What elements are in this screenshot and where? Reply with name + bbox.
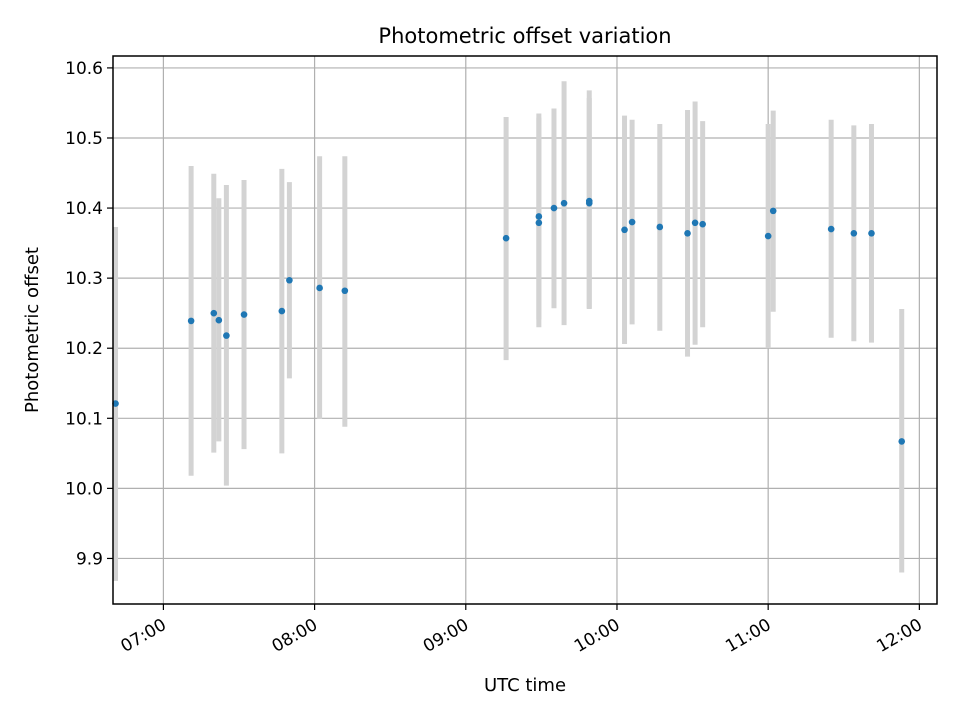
data-point xyxy=(535,213,543,220)
data-point xyxy=(868,229,875,237)
data-point xyxy=(691,219,699,227)
data-point xyxy=(850,229,858,237)
plot-frame xyxy=(112,55,938,605)
data-point xyxy=(656,223,664,231)
data-point xyxy=(286,276,293,284)
y-tick-label: 9.9 xyxy=(76,549,103,569)
chart-title: Photometric offset variation xyxy=(378,24,671,48)
data-point xyxy=(535,219,543,227)
data-point xyxy=(769,207,777,215)
data-point xyxy=(827,225,835,233)
y-tick-label: 10.5 xyxy=(65,129,103,149)
data-point xyxy=(699,220,706,228)
x-axis-label: UTC time xyxy=(484,675,566,696)
data-point xyxy=(187,317,195,325)
y-tick-label: 10.1 xyxy=(65,409,103,429)
data-point xyxy=(621,226,628,234)
data-point xyxy=(628,218,636,226)
data-point xyxy=(316,284,323,292)
data-point xyxy=(210,309,218,317)
data-point xyxy=(223,332,230,339)
y-tick-label: 10.0 xyxy=(65,479,103,499)
data-point xyxy=(278,307,286,315)
data-point xyxy=(684,229,691,237)
data-point xyxy=(240,311,248,318)
y-axis-label: Photometric offset xyxy=(22,247,43,413)
data-point xyxy=(764,232,772,240)
y-tick-label: 10.2 xyxy=(65,339,103,359)
data-point xyxy=(550,204,558,212)
data-points xyxy=(112,197,906,445)
data-point xyxy=(341,287,349,295)
data-point xyxy=(898,438,906,445)
data-point xyxy=(502,234,510,242)
data-point xyxy=(585,199,593,207)
data-point xyxy=(560,199,568,207)
y-tick-label: 10.4 xyxy=(65,199,103,219)
data-point xyxy=(215,316,223,324)
data-point xyxy=(112,400,119,407)
y-tick-label: 10.3 xyxy=(65,269,103,289)
y-tick-label: 10.6 xyxy=(65,59,103,79)
y-axis: 9.9 10.0 10.1 10.2 10.3 10.4 10.5 10.6 xyxy=(65,59,113,569)
